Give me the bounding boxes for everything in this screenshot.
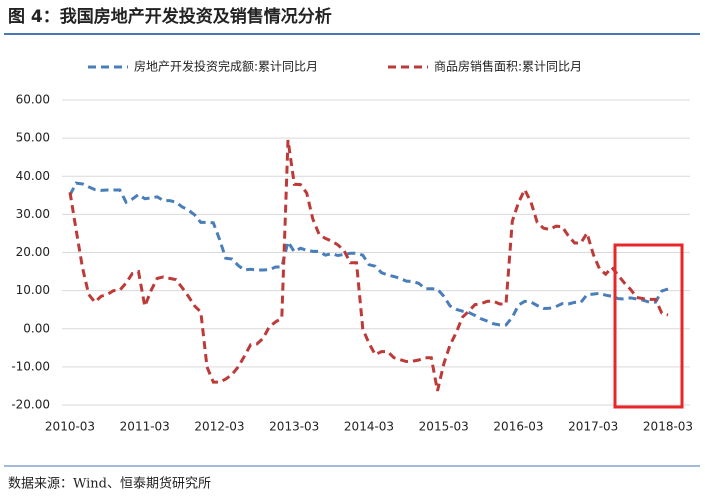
legend-label: 商品房销售面积:累计同比月: [434, 59, 582, 74]
source-note: 数据来源：Wind、恒泰期货研究所: [8, 476, 211, 492]
x-tick-label: 2011-03: [120, 420, 170, 434]
y-tick-label: 30.00: [16, 207, 50, 221]
y-tick-label: 20.00: [16, 245, 50, 259]
chart-title: 图 4：我国房地产开发投资及销售情况分析: [8, 6, 332, 27]
x-tick-label: 2018-03: [643, 420, 693, 434]
x-tick-label: 2017-03: [568, 420, 618, 434]
y-tick-label: -20.00: [11, 398, 50, 412]
y-tick-label: 50.00: [16, 131, 50, 145]
x-tick-label: 2010-03: [45, 420, 95, 434]
y-tick-label: 40.00: [16, 169, 50, 183]
legend-label: 房地产开发投资完成额:累计同比月: [134, 59, 318, 74]
highlight-box: [613, 243, 684, 409]
series-line: [68, 181, 669, 327]
series-line: [68, 139, 669, 392]
x-tick-label: 2013-03: [269, 420, 319, 434]
y-tick-label: 10.00: [16, 283, 50, 297]
x-tick-label: 2016-03: [493, 420, 543, 434]
x-tick-label: 2012-03: [194, 420, 244, 434]
y-tick-label: -10.00: [11, 359, 50, 373]
y-tick-label: 60.00: [16, 93, 50, 107]
y-tick-label: 0.00: [23, 321, 50, 335]
x-tick-label: 2014-03: [344, 420, 394, 434]
x-tick-label: 2015-03: [419, 420, 469, 434]
